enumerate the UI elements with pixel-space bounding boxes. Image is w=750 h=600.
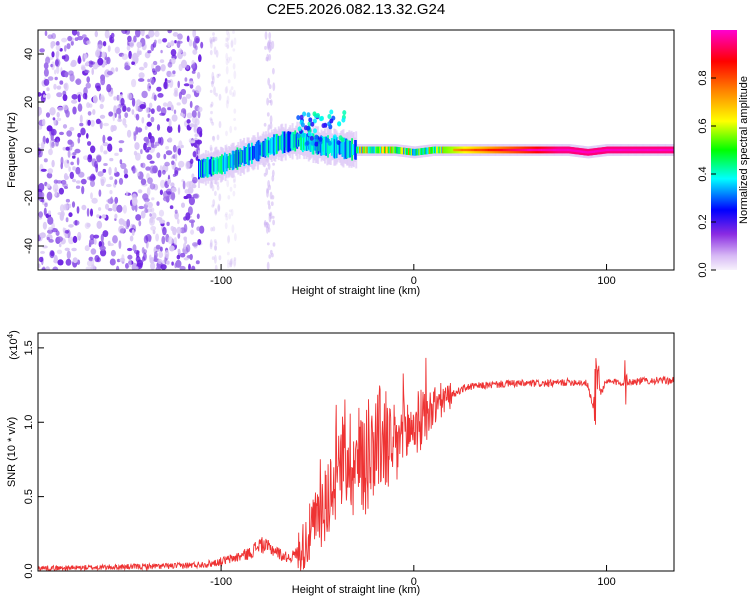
x-tick-label: 100 — [597, 576, 615, 588]
x-tick-label: 0 — [411, 576, 417, 588]
colorbar-label: Normalized spectral amplitude — [738, 76, 750, 224]
colorbar-tick-label: 0.2 — [697, 214, 709, 229]
colorbar — [711, 30, 737, 270]
y-tick-label: 20 — [23, 96, 35, 108]
snr-x-label: Height of straight line (km) — [292, 584, 420, 596]
colorbar-tick-label: 0.6 — [697, 118, 709, 133]
spectrogram-x-label: Height of straight line (km) — [292, 285, 420, 297]
colorbar-tick-label: 0.4 — [697, 166, 709, 181]
y-tick-label: 0 — [23, 147, 35, 153]
y-tick-label: -40 — [23, 238, 35, 254]
spectrogram-y-label: Frequency (Hz) — [6, 112, 18, 188]
x-tick-label: 100 — [597, 275, 615, 287]
snr-series-line — [38, 357, 674, 571]
colorbar-tick-label: 0.8 — [697, 70, 709, 85]
snr-scale-label: (x104) — [6, 330, 20, 360]
snr-frame — [37, 332, 675, 572]
x-tick-label: 0 — [411, 275, 417, 287]
x-tick-label: -100 — [210, 275, 232, 287]
y-tick-label: 1.0 — [23, 415, 35, 430]
x-tick-label: -100 — [210, 576, 232, 588]
y-tick-label: -20 — [23, 190, 35, 206]
y-tick-label: 1.5 — [23, 340, 35, 355]
y-tick-label: 0.0 — [23, 563, 35, 578]
y-tick-label: 40 — [23, 48, 35, 60]
y-tick-label: 0.5 — [23, 489, 35, 504]
snr-y-label: SNR (10 * v/v) — [6, 417, 18, 487]
spectrogram-noise — [38, 30, 276, 270]
spectrogram-ridge — [198, 109, 674, 188]
chart-title: C2E5.2026.082.13.32.G24 — [267, 1, 445, 18]
colorbar-tick-label: 0.0 — [697, 262, 709, 277]
